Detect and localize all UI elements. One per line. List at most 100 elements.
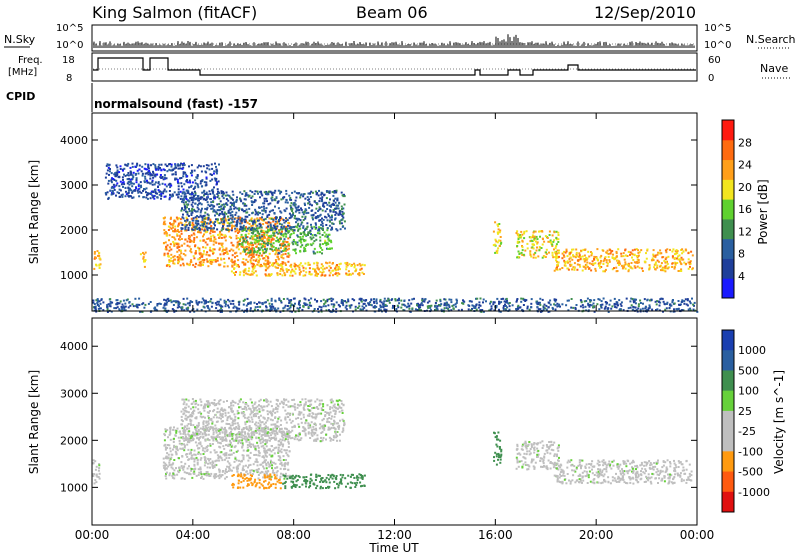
- scatter-cell: [245, 239, 248, 242]
- scatter-cell: [115, 303, 118, 306]
- scatter-cell: [145, 172, 148, 175]
- scatter-cell: [291, 210, 294, 212]
- scatter-cell: [162, 223, 165, 226]
- scatter-cell: [135, 177, 138, 180]
- scatter-cell: [150, 190, 153, 193]
- scatter-cell: [396, 304, 399, 307]
- scatter-cell: [143, 265, 146, 268]
- scatter-cell: [222, 208, 225, 211]
- scatter-cell: [654, 261, 657, 264]
- scatter-cell: [206, 227, 209, 230]
- scatter-cell: [407, 302, 410, 305]
- scatter-cell: [137, 191, 140, 194]
- scatter-cell: [226, 265, 229, 268]
- scatter-cell: [184, 223, 187, 226]
- scatter-cell: [271, 250, 274, 252]
- scatter-cell: [256, 224, 259, 227]
- scatter-cell: [269, 305, 272, 308]
- scatter-cell: [276, 427, 278, 430]
- scatter-cell: [200, 221, 203, 223]
- scatter-cell: [505, 301, 508, 304]
- scatter-cell: [251, 237, 254, 239]
- scatter-cell: [202, 261, 205, 264]
- scatter-cell: [238, 459, 240, 462]
- scatter-cell: [184, 303, 187, 306]
- scatter-cell: [310, 297, 313, 300]
- scatter-cell: [219, 304, 222, 307]
- scatter-cell: [358, 272, 361, 274]
- scatter-cell: [221, 309, 223, 312]
- scatter-cell: [265, 190, 267, 193]
- scatter-cell: [219, 309, 222, 312]
- scatter-cell: [201, 259, 204, 262]
- scatter-cell: [213, 209, 216, 212]
- scatter-cell: [205, 258, 208, 261]
- scatter-cell: [197, 442, 200, 445]
- scatter-cell: [238, 265, 240, 268]
- scatter-cell: [599, 261, 602, 264]
- scatter-cell: [147, 167, 150, 170]
- scatter-cell: [467, 308, 470, 311]
- scatter-cell: [257, 256, 260, 259]
- scatter-cell: [129, 170, 132, 173]
- scatter-cell: [310, 233, 312, 236]
- scatter-cell: [201, 228, 204, 231]
- scatter-cell: [557, 251, 560, 254]
- scatter-cell: [154, 181, 157, 184]
- scatter-cell: [212, 234, 215, 237]
- scatter-cell: [227, 229, 230, 231]
- scatter-cell: [305, 228, 308, 230]
- scatter-cell: [248, 214, 251, 216]
- scatter-cell: [224, 477, 227, 480]
- scatter-cell: [244, 431, 246, 434]
- scatter-cell: [106, 304, 109, 307]
- scatter-cell: [198, 202, 201, 205]
- scatter-cell: [408, 299, 411, 302]
- scatter-cell: [271, 199, 274, 202]
- scatter-cell: [249, 228, 252, 231]
- scatter-cell: [203, 226, 206, 229]
- scatter-cell: [184, 228, 187, 231]
- scatter-cell: [246, 308, 249, 311]
- scatter-cell: [150, 164, 152, 167]
- scatter-cell: [266, 234, 268, 237]
- scatter-cell: [218, 236, 221, 239]
- scatter-cell: [451, 305, 454, 307]
- scatter-cell: [183, 195, 186, 198]
- scatter-cell: [111, 189, 114, 192]
- scatter-cell: [268, 302, 271, 305]
- freq-label-1: Freq.: [18, 55, 43, 66]
- scatter-cell: [336, 229, 339, 232]
- scatter-cell: [149, 197, 152, 200]
- scatter-cell: [207, 307, 210, 309]
- scatter-cell: [326, 203, 329, 206]
- scatter-cell: [317, 267, 320, 270]
- scatter-cell: [302, 274, 305, 277]
- scatter-cell: [521, 253, 524, 256]
- scatter-cell: [126, 182, 129, 185]
- scatter-cell: [203, 464, 206, 467]
- scatter-cell: [538, 249, 541, 252]
- colorbar-tick-label: 4: [738, 270, 745, 283]
- scatter-cell: [615, 252, 618, 255]
- scatter-cell: [648, 267, 651, 270]
- scatter-cell: [594, 262, 597, 265]
- scatter-cell: [520, 235, 523, 238]
- scatter-cell: [338, 263, 341, 266]
- scatter-cell: [317, 228, 320, 231]
- scatter-cell: [192, 198, 195, 201]
- scatter-cell: [256, 241, 259, 243]
- scatter-cell: [186, 206, 188, 209]
- scatter-cell: [232, 261, 235, 264]
- noise-trace: [93, 34, 696, 48]
- scatter-cell: [206, 230, 209, 233]
- scatter-cell: [193, 460, 196, 463]
- scatter-cell: [588, 267, 591, 270]
- scatter-cell: [455, 298, 458, 301]
- scatter-cell: [373, 298, 375, 301]
- scatter-cell: [165, 472, 167, 475]
- scatter-cell: [253, 266, 256, 269]
- scatter-cell: [269, 225, 272, 228]
- scatter-cell: [263, 472, 266, 475]
